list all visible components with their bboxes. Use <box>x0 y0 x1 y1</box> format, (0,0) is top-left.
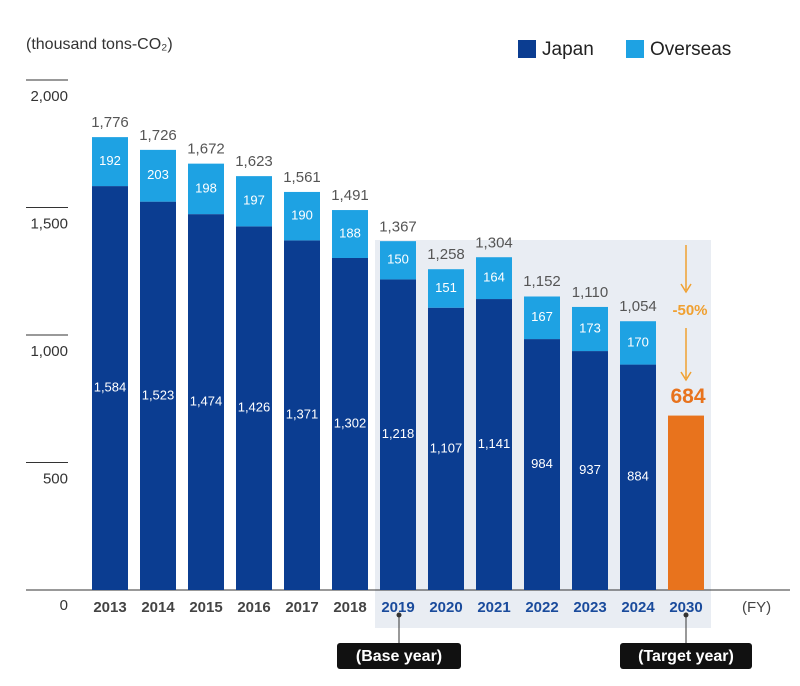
x-tick-label: 2019 <box>381 599 414 616</box>
y-tick-label: 500 <box>43 470 68 487</box>
data-label: 1,107 <box>430 440 463 455</box>
data-label: 170 <box>627 334 649 349</box>
bar-segment <box>236 226 272 590</box>
bar-segment <box>284 240 320 590</box>
y-axis-label: (thousand tons-CO₂) <box>26 36 173 53</box>
y-tick-label: 0 <box>60 597 68 614</box>
data-label: 167 <box>531 309 553 324</box>
total-label: 1,304 <box>475 234 513 251</box>
target-year-dot <box>683 612 689 618</box>
total-label: 1,726 <box>139 127 177 144</box>
bar-segment <box>332 210 368 258</box>
total-label: 1,152 <box>523 273 561 290</box>
target-year-box <box>620 643 752 669</box>
x-tick-label: 2018 <box>333 599 366 616</box>
data-label: 1,584 <box>94 379 127 394</box>
x-tick-label: 2021 <box>477 599 510 616</box>
bar-segment <box>428 307 464 590</box>
data-label: 984 <box>531 456 553 471</box>
reduction-arrowhead <box>680 283 692 294</box>
data-label: 1,426 <box>238 400 271 415</box>
bar-segment <box>284 191 320 241</box>
x-tick-label: 2022 <box>525 599 558 616</box>
total-label: 1,623 <box>235 153 273 170</box>
data-label: 150 <box>387 252 409 267</box>
bar-segment <box>380 241 416 280</box>
total-label: 1,367 <box>379 218 417 235</box>
total-label: 1,776 <box>91 114 129 131</box>
data-label: 190 <box>291 208 313 223</box>
data-label: 198 <box>195 180 217 195</box>
x-axis-label: (FY) <box>742 599 771 616</box>
bar-segment <box>380 279 416 590</box>
bar-segment <box>524 339 560 590</box>
y-tick-label: 1,000 <box>30 343 68 360</box>
legend-swatch <box>626 40 644 58</box>
data-label: 173 <box>579 320 601 335</box>
data-label: 1,474 <box>190 394 223 409</box>
x-tick-label: 2016 <box>237 599 270 616</box>
x-tick-label: 2014 <box>141 599 175 616</box>
bar-segment <box>428 269 464 308</box>
data-label: 937 <box>579 462 601 477</box>
x-tick-label: 2023 <box>573 599 606 616</box>
total-label: 1,561 <box>283 169 321 186</box>
data-label: 1,218 <box>382 426 415 441</box>
bar-segment <box>524 296 560 340</box>
y-tick-label: 1,500 <box>30 215 68 232</box>
base-year-label: (Base year) <box>356 648 442 665</box>
bar-segment <box>140 149 176 202</box>
x-tick-label: 2013 <box>93 599 126 616</box>
data-label: 203 <box>147 167 169 182</box>
data-label: 151 <box>435 280 457 295</box>
x-tick-label: 2015 <box>189 599 222 616</box>
x-tick-label: 2024 <box>621 599 655 616</box>
data-label: 1,371 <box>286 407 319 422</box>
total-label: 1,110 <box>572 284 608 301</box>
bar-segment <box>572 351 608 590</box>
bar-segment <box>188 214 224 590</box>
total-label: 1,258 <box>427 246 465 263</box>
data-label: 188 <box>339 225 361 240</box>
bar-segment <box>188 163 224 215</box>
bar-segment <box>92 137 128 187</box>
bar-segment <box>620 321 656 365</box>
data-label: 884 <box>627 469 649 484</box>
target-year-label: (Target year) <box>638 648 734 665</box>
total-label: 1,054 <box>619 298 657 315</box>
x-tick-label: 2020 <box>429 599 462 616</box>
x-tick-label: 2017 <box>285 599 318 616</box>
bar-segment <box>92 186 128 590</box>
total-label: 1,672 <box>187 141 225 158</box>
legend-label: Japan <box>542 39 594 60</box>
bar-segment <box>476 299 512 590</box>
reduction-label: -50% <box>672 302 707 319</box>
data-label: 192 <box>99 153 121 168</box>
data-label: 164 <box>483 270 505 285</box>
base-year-dot <box>396 612 402 618</box>
bar-segment <box>476 257 512 300</box>
bar-segment <box>140 201 176 590</box>
data-label: 1,523 <box>142 387 175 402</box>
data-label: 1,302 <box>334 415 367 430</box>
legend-label: Overseas <box>650 39 731 60</box>
data-label: 1,141 <box>478 436 511 451</box>
reduction-arrowhead <box>680 371 692 382</box>
x-tick-label: 2030 <box>669 599 702 616</box>
bar-segment <box>620 364 656 590</box>
y-tick-label: 2,000 <box>30 88 68 105</box>
base-year-box <box>337 643 461 669</box>
target-bar <box>668 415 704 590</box>
bar-segment <box>236 176 272 227</box>
data-label: 197 <box>243 193 265 208</box>
bar-segment <box>572 306 608 352</box>
bar-segment <box>332 257 368 590</box>
legend-swatch <box>518 40 536 58</box>
total-label: 1,491 <box>331 187 369 204</box>
target-label: 684 <box>670 385 705 408</box>
